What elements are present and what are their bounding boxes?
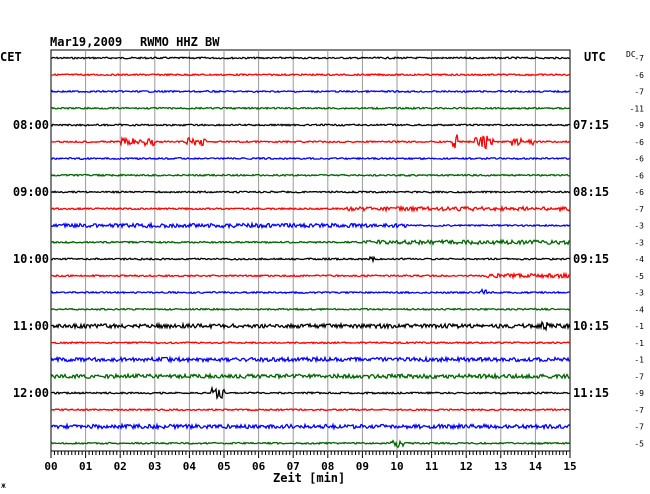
- x-tick-label: 04: [183, 460, 197, 473]
- dc-offset-value: -6: [634, 138, 644, 147]
- trace-row-15: [50, 307, 571, 312]
- dc-offset-value: -7: [634, 372, 644, 381]
- dc-offset-value: -4: [634, 305, 644, 314]
- chart-labels: 08:00 09:00 10:00 11:00 12:00 07:15 08:15 09:15…: [13, 54, 644, 448]
- dc-offset-value: -5: [634, 439, 644, 448]
- trace-row-12: [50, 255, 571, 264]
- left-time-label: 10:00: [13, 252, 49, 266]
- trace-row-1: [50, 72, 571, 77]
- x-tick-label: 01: [79, 460, 93, 473]
- trace-row-5: [50, 134, 571, 150]
- dc-offset-value: -11: [630, 104, 645, 113]
- dc-offset-value: -6: [634, 71, 644, 80]
- trace-row-9: [50, 204, 571, 213]
- right-time-label: 08:15: [573, 185, 609, 199]
- x-tick-label: 03: [148, 460, 161, 473]
- x-tick-label: 11: [425, 460, 439, 473]
- trace-row-10: [50, 221, 571, 230]
- x-tick-label: 15: [563, 460, 576, 473]
- left-time-label: 09:00: [13, 185, 49, 199]
- dc-offset-value: -3: [634, 289, 644, 298]
- right-time-label: 11:15: [573, 386, 609, 400]
- dc-offset-value: -5: [634, 272, 644, 281]
- dc-offset-value: -9: [634, 389, 644, 398]
- dc-offset-value: -7: [634, 54, 644, 63]
- x-tick-label: 12: [460, 460, 473, 473]
- dc-offset-value: -7: [634, 406, 644, 415]
- x-tick-label: 14: [529, 460, 543, 473]
- left-time-label: 08:00: [13, 118, 49, 132]
- trace-row-7: [50, 173, 571, 178]
- x-axis-label: Zeit [min]: [273, 471, 345, 485]
- dc-offset-value: -1: [634, 356, 644, 365]
- header-date: Mar19,2009: [50, 35, 122, 49]
- trace-rows: [50, 56, 571, 449]
- dc-offset-value: -6: [634, 171, 644, 180]
- dc-offset-value: -9: [634, 121, 644, 130]
- trace-row-14: [50, 287, 570, 295]
- dc-offset-value: -4: [634, 255, 644, 264]
- plot-grid: [50, 49, 571, 452]
- x-tick-label: 13: [494, 460, 507, 473]
- dc-offset-value: -3: [634, 222, 644, 231]
- right-time-label: 09:15: [573, 252, 609, 266]
- left-time-label: 11:00: [13, 319, 49, 333]
- dc-offset-value: -1: [634, 322, 644, 331]
- left-time-label: 12:00: [13, 386, 49, 400]
- trace-row-20: [50, 385, 571, 400]
- x-tick-label: 06: [252, 460, 266, 473]
- trace-row-21: [50, 407, 571, 412]
- trace-row-16: [50, 320, 571, 332]
- dc-offset-value: -6: [634, 188, 644, 197]
- trace-row-3: [50, 106, 571, 111]
- dc-offset-value: -7: [634, 205, 644, 214]
- trace-row-8: [50, 190, 571, 194]
- dc-offset-value: -6: [634, 155, 644, 164]
- corner-mark: ж: [1, 481, 6, 490]
- trace-row-6: [50, 156, 571, 161]
- x-tick-label: 02: [114, 460, 127, 473]
- x-tick-label: 10: [390, 460, 403, 473]
- trace-row-19: [50, 371, 571, 381]
- trace-row-17: [50, 340, 571, 345]
- trace-row-4: [50, 123, 571, 127]
- right-time-label: 07:15: [573, 118, 609, 132]
- trace-row-18: [50, 355, 571, 364]
- trace-row-23: [50, 439, 571, 449]
- x-axis-ticks: 00 01 02 03 04 05 06 07 08 09 10 11 12 13 14 15: [44, 451, 577, 473]
- header-station: RWMO HHZ BW: [140, 35, 220, 49]
- dc-offset-value: -3: [634, 238, 644, 247]
- trace-row-13: [50, 271, 571, 280]
- left-timezone-label: CET: [0, 50, 22, 64]
- right-timezone-label: UTC: [584, 50, 606, 64]
- trace-row-22: [50, 422, 571, 431]
- dc-offset-value: -1: [634, 339, 644, 348]
- x-tick-label: 00: [44, 460, 57, 473]
- x-tick-label: 05: [217, 460, 230, 473]
- dc-offset-value: -7: [634, 88, 644, 97]
- x-tick-label: 07: [287, 460, 300, 473]
- dc-offset-header: DC: [626, 50, 636, 59]
- trace-row-0: [50, 56, 571, 60]
- right-time-label: 10:15: [573, 319, 609, 333]
- trace-row-11: [50, 238, 571, 246]
- x-tick-label: 09: [356, 460, 369, 473]
- plot-frame: [50, 49, 571, 452]
- x-tick-label: 08: [321, 460, 334, 473]
- dc-offset-value: -7: [634, 423, 644, 432]
- trace-row-2: [50, 89, 570, 94]
